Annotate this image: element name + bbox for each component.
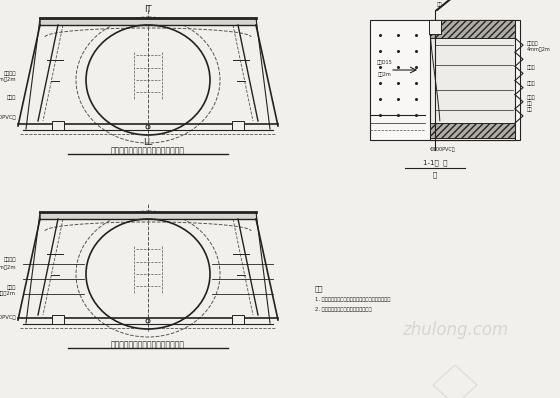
Text: 洞门端墙背后防排水节点详图（二）: 洞门端墙背后防排水节点详图（二） (111, 340, 185, 349)
Text: 防水板厚: 防水板厚 (3, 70, 16, 76)
Text: 防水板厚: 防水板厚 (527, 41, 539, 45)
Bar (232, 121, 244, 130)
Text: 排水: 排水 (527, 107, 533, 113)
Text: 比: 比 (433, 171, 437, 178)
Bar (52, 121, 64, 130)
Text: 排水坡2m: 排水坡2m (0, 291, 16, 297)
Polygon shape (40, 212, 256, 219)
Text: LL: LL (143, 138, 153, 147)
Text: 防水板厚: 防水板厚 (3, 258, 16, 263)
Polygon shape (40, 18, 256, 25)
Text: 筋距2m: 筋距2m (378, 72, 392, 77)
Text: 渗沟坡: 渗沟坡 (527, 64, 535, 70)
Text: 2. 本图适用于双线有砟轨道隧道洞门。: 2. 本图适用于双线有砟轨道隧道洞门。 (315, 307, 372, 312)
Text: 说：: 说： (315, 285, 324, 292)
Bar (370, 20, 520, 140)
Text: 排水沟: 排水沟 (527, 80, 535, 86)
Bar (52, 315, 64, 324)
Bar (430, 123, 515, 138)
Text: 4mm厚2m: 4mm厚2m (527, 47, 550, 51)
Bar (430, 20, 515, 140)
Text: Φ100PVC管: Φ100PVC管 (0, 115, 16, 121)
Text: IT: IT (144, 5, 152, 14)
Bar (430, 20, 515, 38)
Text: 4mm厚2m: 4mm厚2m (0, 265, 16, 269)
Text: 1-1剖  面: 1-1剖 面 (423, 159, 447, 166)
Text: 洞门端墙背后防排水节点详图（一）: 洞门端墙背后防排水节点详图（一） (111, 146, 185, 155)
Text: zhulong.com: zhulong.com (402, 321, 508, 339)
Text: 1. 本图仅作为施工指导，施工前请核实，如有疑问，: 1. 本图仅作为施工指导，施工前请核实，如有疑问， (315, 297, 390, 302)
Text: 注：: 注： (527, 101, 533, 105)
Text: Φ100PVC管: Φ100PVC管 (0, 314, 16, 320)
Text: 4mm厚2m: 4mm厚2m (0, 78, 16, 82)
Text: 筋距D15: 筋距D15 (377, 60, 393, 65)
Bar (232, 315, 244, 324)
Text: 渗沟坡: 渗沟坡 (7, 285, 16, 289)
Text: Φ100PVC管: Φ100PVC管 (430, 147, 456, 152)
Text: 渗沟坡: 渗沟坡 (7, 96, 16, 101)
Bar (429, 20, 441, 34)
Text: 排水板: 排水板 (527, 94, 535, 100)
Text: 排水: 排水 (437, 2, 443, 7)
